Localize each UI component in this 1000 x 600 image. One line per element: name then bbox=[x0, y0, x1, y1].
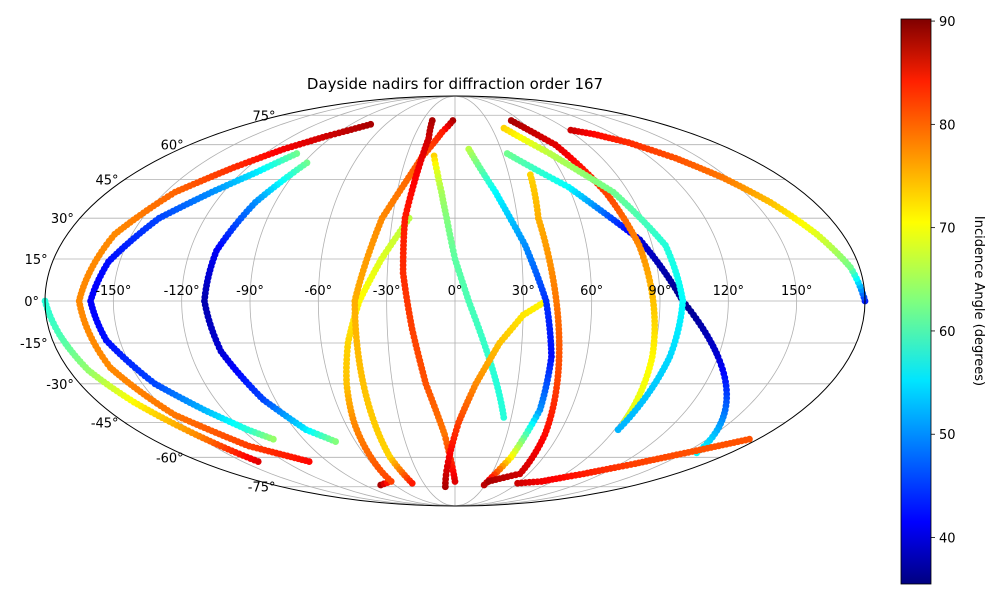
data-point bbox=[408, 479, 416, 487]
x-tick-label: 90° bbox=[648, 284, 671, 299]
colorbar-tick-label: 70 bbox=[939, 222, 956, 237]
y-tick-label: 60° bbox=[161, 139, 184, 154]
data-point bbox=[614, 426, 622, 434]
map-boundary bbox=[44, 95, 866, 507]
x-tick-label: -90° bbox=[236, 284, 264, 299]
colorbar-tick-label: 50 bbox=[939, 428, 956, 443]
data-point bbox=[500, 414, 508, 421]
x-tick-label: -30° bbox=[373, 284, 401, 299]
y-tick-label: 30° bbox=[51, 212, 74, 227]
y-tick-label: -30° bbox=[46, 378, 74, 393]
x-tick-label: 120° bbox=[713, 284, 744, 299]
x-tick-label: 60° bbox=[580, 284, 603, 299]
data-point bbox=[567, 126, 575, 134]
data-points bbox=[41, 117, 869, 491]
colorbar-tick-label: 60 bbox=[939, 325, 956, 340]
y-tick-label: 0° bbox=[24, 295, 39, 310]
colorbar-tick-label: 90 bbox=[939, 15, 956, 30]
x-tick-label: -150° bbox=[95, 284, 131, 299]
data-point bbox=[746, 435, 753, 443]
y-tick-label: -75° bbox=[248, 481, 276, 496]
x-tick-label: 150° bbox=[781, 284, 812, 299]
data-point bbox=[451, 478, 459, 485]
chart-title: Dayside nadirs for diffraction order 167 bbox=[307, 75, 603, 93]
y-tick-label: 75° bbox=[252, 109, 275, 124]
latitude-tick-labels: -75° -60° -45° -30° -15° 0° 15° 30° 45° 60° 75° bbox=[20, 109, 276, 495]
x-tick-label: -60° bbox=[304, 284, 332, 299]
y-tick-label: -60° bbox=[156, 451, 184, 466]
data-point bbox=[526, 171, 534, 179]
colorbar-tick-label: 40 bbox=[939, 532, 956, 547]
y-tick-label: -15° bbox=[20, 337, 48, 352]
x-tick-label: -120° bbox=[164, 284, 200, 299]
y-tick-label: 15° bbox=[25, 253, 48, 268]
y-tick-label: -45° bbox=[91, 416, 119, 431]
colorbar-bar bbox=[900, 18, 932, 585]
x-tick-label: 0° bbox=[448, 284, 463, 299]
data-point bbox=[332, 438, 340, 445]
y-tick-label: 45° bbox=[96, 174, 119, 189]
colorbar-ticks: 40 50 60 70 80 90 bbox=[931, 15, 956, 547]
data-point bbox=[305, 458, 313, 465]
longitude-tick-labels: -150° -120° -90° -60° -30° 0° 30° 60° 90° 120° 150… bbox=[95, 284, 812, 299]
colorbar-tick-label: 80 bbox=[939, 118, 956, 133]
data-point bbox=[269, 435, 277, 443]
colorbar-label: Incidence Angle (degrees) bbox=[971, 216, 986, 386]
colorbar: 40 50 60 70 80 90 Incidence Angle (degrees) bbox=[900, 15, 986, 585]
x-tick-label: 30° bbox=[512, 284, 535, 299]
